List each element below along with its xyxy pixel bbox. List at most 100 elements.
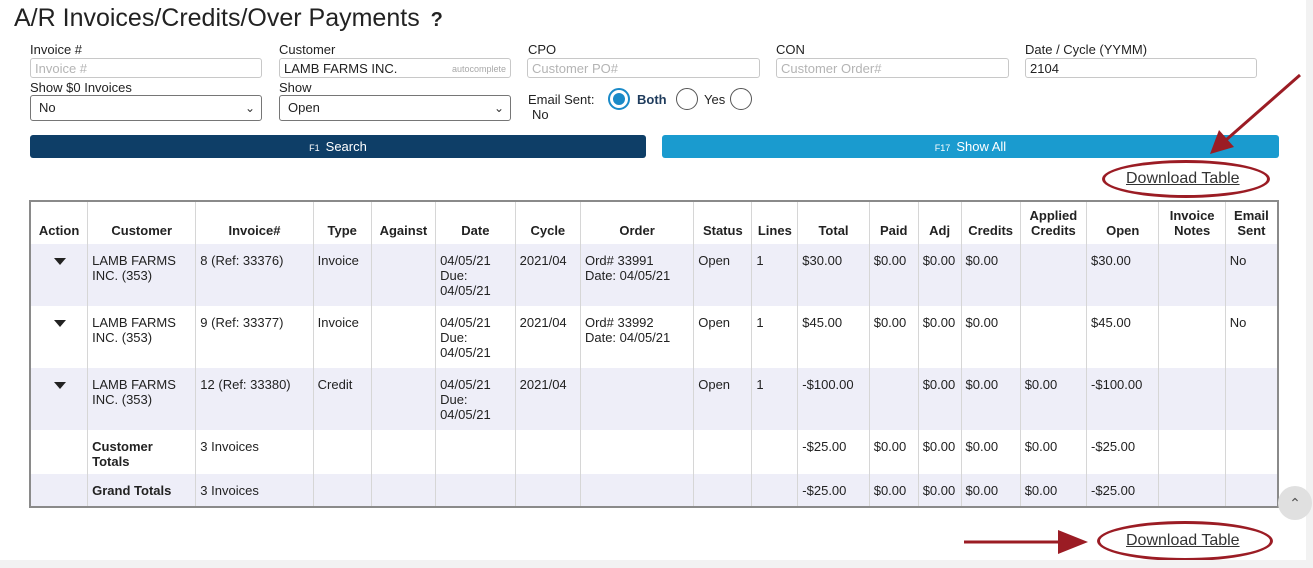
chevron-up-icon: ⌃ — [1289, 495, 1301, 511]
annotation-oval-top — [1102, 160, 1270, 198]
show-select[interactable]: Open ⌄ — [279, 95, 511, 121]
column-header[interactable]: Applied Credits — [1019, 201, 1088, 244]
empty-cell — [312, 474, 372, 507]
customer-cell: LAMB FARMS INC. (353) — [87, 368, 197, 430]
cpo-label: CPO — [528, 42, 557, 57]
action-cell — [29, 474, 89, 507]
column-header[interactable]: Type — [312, 201, 372, 244]
column-header[interactable]: Open — [1086, 201, 1160, 244]
email-sent-option-no: No — [532, 107, 549, 122]
column-header[interactable]: Paid — [868, 201, 919, 244]
column-header[interactable]: Adj — [917, 201, 962, 244]
search-key-hint: F1 — [309, 143, 320, 153]
invoice-label: Invoice # — [30, 42, 83, 57]
column-header[interactable]: Against — [370, 201, 437, 244]
order-cell — [579, 368, 695, 430]
empty-cell — [579, 430, 695, 474]
show-all-key-hint: F17 — [934, 143, 951, 153]
table-row: LAMB FARMS INC. (353) 12 (Ref: 33380) Cr… — [29, 368, 1279, 430]
column-header[interactable]: Lines — [751, 201, 799, 244]
column-header[interactable]: Customer — [87, 201, 197, 244]
order-number: Ord# 33992 — [584, 315, 654, 330]
open-cell: -$100.00 — [1086, 368, 1160, 430]
grand-totals-credits: $0.00 — [960, 474, 1021, 507]
show-zero-value: No — [39, 100, 56, 115]
status-cell: Open — [693, 306, 753, 368]
paid-cell — [868, 368, 919, 430]
date-value: 04/05/21 — [440, 377, 491, 392]
show-all-button[interactable]: F17 Show All — [662, 135, 1279, 158]
column-header[interactable]: Cycle — [514, 201, 581, 244]
lines-cell: 1 — [751, 368, 799, 430]
column-header[interactable]: Action — [29, 201, 89, 244]
empty-cell — [1224, 430, 1279, 474]
annotation-oval-bottom — [1097, 521, 1273, 561]
email-sent-radio-both[interactable] — [608, 88, 630, 110]
customer-input[interactable]: LAMB FARMS INC. autocomplete — [279, 58, 511, 78]
date-cell: 04/05/21 Due: 04/05/21 — [435, 368, 516, 430]
column-header[interactable]: Email Sent — [1224, 201, 1279, 244]
action-cell[interactable] — [29, 306, 89, 368]
search-button[interactable]: F1 Search — [30, 135, 646, 158]
con-input[interactable]: Customer Order# — [776, 58, 1009, 78]
column-header[interactable]: Invoice# — [195, 201, 314, 244]
caret-down-icon[interactable] — [54, 320, 66, 327]
search-button-label: Search — [325, 139, 367, 154]
column-header[interactable]: Credits — [960, 201, 1021, 244]
email-sent-cell: No — [1224, 244, 1279, 306]
email-sent-radio-no[interactable] — [730, 88, 752, 110]
column-header[interactable]: Date — [435, 201, 516, 244]
caret-down-icon[interactable] — [54, 382, 66, 389]
help-icon[interactable]: ? — [430, 9, 443, 31]
show-zero-select[interactable]: No ⌄ — [30, 95, 262, 121]
customer-cell: LAMB FARMS INC. (353) — [87, 244, 197, 306]
invoice-input[interactable]: Invoice # — [30, 58, 262, 78]
date-value: 04/05/21 — [440, 253, 491, 268]
total-cell: -$100.00 — [797, 368, 870, 430]
empty-cell — [312, 430, 372, 474]
status-cell: Open — [693, 244, 753, 306]
invoice-cell: 8 (Ref: 33376) — [195, 244, 314, 306]
invoice-cell: 12 (Ref: 33380) — [195, 368, 314, 430]
column-header[interactable]: Invoice Notes — [1158, 201, 1226, 244]
action-cell[interactable] — [29, 244, 89, 306]
applied-credits-cell: $0.00 — [1019, 368, 1088, 430]
column-header[interactable]: Total — [797, 201, 870, 244]
scroll-to-top-button[interactable]: ⌃ — [1278, 486, 1312, 520]
empty-cell — [370, 474, 437, 507]
invoice-cell: 9 (Ref: 33377) — [195, 306, 314, 368]
cycle-cell: 2021/04 — [514, 368, 581, 430]
con-label: CON — [776, 42, 805, 57]
empty-cell — [514, 474, 581, 507]
customer-totals-row: Customer Totals 3 Invoices -$25.00 $0.00… — [29, 430, 1279, 474]
order-cell: Ord# 33991 Date: 04/05/21 — [579, 244, 695, 306]
column-header[interactable]: Order — [579, 201, 695, 244]
chevron-down-icon: ⌄ — [244, 101, 255, 115]
customer-totals-count: 3 Invoices — [195, 430, 314, 474]
cycle-cell: 2021/04 — [514, 244, 581, 306]
open-cell: $45.00 — [1086, 306, 1160, 368]
cpo-input[interactable]: Customer PO# — [527, 58, 760, 78]
order-number: Ord# 33991 — [584, 253, 654, 268]
due-value: Due: 04/05/21 — [440, 268, 491, 298]
action-cell[interactable] — [29, 368, 89, 430]
total-cell: $45.00 — [797, 306, 870, 368]
empty-cell — [514, 430, 581, 474]
annotation-arrow-top-icon — [1210, 73, 1301, 154]
applied-credits-cell — [1019, 244, 1088, 306]
table-header-row: Action Customer Invoice# Type Against Da… — [29, 201, 1279, 244]
empty-cell — [693, 474, 753, 507]
email-sent-cell — [1224, 368, 1279, 430]
page-title: A/R Invoices/Credits/Over Payments ? — [14, 4, 443, 33]
applied-credits-cell — [1019, 306, 1088, 368]
caret-down-icon[interactable] — [54, 258, 66, 265]
empty-cell — [1224, 474, 1279, 507]
email-sent-radio-yes[interactable] — [676, 88, 698, 110]
empty-cell — [693, 430, 753, 474]
page-footer-strip — [0, 560, 1313, 568]
date-cycle-input[interactable]: 2104 — [1025, 58, 1257, 78]
scrollbar-track[interactable] — [1306, 0, 1313, 568]
column-header[interactable]: Status — [693, 201, 753, 244]
show-label: Show — [279, 80, 312, 95]
